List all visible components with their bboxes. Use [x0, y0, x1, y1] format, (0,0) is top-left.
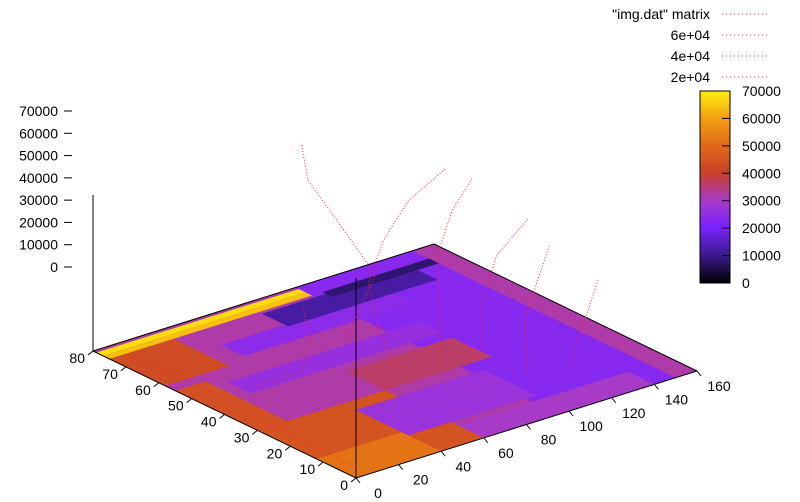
z-tick-label-7: 70000: [19, 103, 58, 119]
heatmap-region-3: [175, 381, 294, 434]
y-tick-mark-5: [186, 398, 192, 404]
x-tick-label-0: 0: [374, 485, 382, 501]
y-tick-mark-2: [284, 445, 291, 451]
colorbar-tick-label-3: 30000: [742, 193, 781, 209]
x-tick-mark-4: [526, 424, 531, 430]
x-tick-label-5: 100: [579, 418, 603, 434]
y-tick-mark-0: [350, 477, 357, 483]
y-tick-label-4: 40: [201, 414, 217, 430]
x-tick-mark-3: [483, 437, 489, 444]
heatmap-region-10: [221, 291, 415, 356]
y-tick-mark-6: [153, 382, 160, 388]
heatmap-region-4: [109, 338, 230, 386]
x-tick-mark-2: [440, 450, 446, 457]
y-tick-label-6: 60: [135, 382, 151, 398]
y-tick-label-3: 30: [234, 429, 250, 445]
y-tick-mark-8: [87, 350, 94, 356]
heatmap-region-13: [345, 337, 492, 391]
x-tick-label-8: 160: [707, 378, 731, 394]
x-tick-mark-1: [398, 464, 404, 470]
y-tick-label-7: 70: [102, 366, 118, 382]
colorbar-tick-label-0: 0: [742, 275, 750, 291]
y-tick-label-1: 10: [300, 461, 316, 477]
x-tick-mark-0: [355, 477, 361, 484]
legend-label-1: 6e+04: [671, 27, 711, 43]
heatmap-region-2: [316, 432, 442, 478]
heatmap-region-12: [322, 258, 439, 297]
back-x-edge: [92, 243, 435, 352]
back-y-edge: [433, 243, 698, 372]
y-tick-mark-7: [120, 366, 127, 372]
y-tick-mark-1: [317, 461, 324, 467]
x-tick-label-1: 20: [413, 472, 429, 488]
heatmap-region-14: [457, 371, 655, 438]
colorbar-tick-label-5: 50000: [742, 138, 781, 154]
legend-label-0: "img.dat" matrix: [612, 6, 710, 22]
x-tick-label-4: 80: [541, 432, 557, 448]
heatmap-region-11: [261, 266, 438, 327]
heatmap-region-8: [355, 369, 537, 436]
z-tick-label-5: 50000: [19, 148, 58, 164]
contour-line-7: [568, 278, 599, 367]
x-tick-label-2: 40: [455, 458, 471, 474]
colorbar-tick-label-4: 40000: [742, 165, 781, 181]
contour-line-4: [257, 305, 311, 387]
x-tick-label-3: 60: [498, 445, 514, 461]
y-tick-label-2: 20: [267, 445, 283, 461]
y-tick-label-5: 50: [168, 398, 184, 414]
contour-line-3: [481, 218, 529, 354]
contour-lines: [125, 142, 599, 468]
colorbar-tick-label-6: 60000: [742, 110, 781, 126]
heatmap-region-9: [227, 321, 443, 394]
y-tick-label-0: 0: [340, 477, 348, 493]
z-axis-ticks: 0 10000 20000 30000 40000 50000 60000 70000: [19, 103, 72, 275]
z-tick-label-0: 0: [50, 259, 58, 275]
contour-line-0: [300, 142, 377, 340]
y-tick-mark-3: [252, 429, 258, 435]
heatmap-surface: [93, 244, 697, 478]
z-tick-label-6: 60000: [19, 125, 58, 141]
x-tick-mark-6: [611, 397, 617, 404]
colorbar-gradient: [699, 90, 731, 284]
x-tick-label-6: 120: [622, 405, 646, 421]
y-axis-ticks: 0 10 20 30 40 50 60 70 80: [69, 350, 357, 493]
z-tick-label-3: 30000: [19, 192, 58, 208]
contour-line-2: [437, 177, 474, 358]
z-tick-label-1: 10000: [19, 237, 58, 253]
colorbar-tick-label-2: 20000: [742, 220, 781, 236]
contour-line-1: [368, 168, 446, 376]
x-tick-mark-7: [653, 384, 659, 390]
z-tick-label-2: 20000: [19, 214, 58, 230]
x-tick-mark-8: [696, 370, 702, 377]
y-tick-mark-4: [219, 414, 225, 419]
legend: "img.dat" matrix 6e+04 4e+04 2e+04: [612, 6, 770, 85]
contour-line-5: [524, 245, 550, 369]
y-tick-label-8: 80: [69, 350, 85, 366]
colorbar-tick-label-1: 10000: [742, 248, 781, 264]
x-tick-mark-5: [568, 410, 574, 417]
x-tick-label-7: 140: [665, 391, 689, 407]
z-tick-label-4: 40000: [19, 170, 58, 186]
contour-line-6: [125, 355, 357, 468]
x-axis-ticks: 0 20 40 60 80 100 120 140 160: [355, 370, 731, 501]
legend-label-2: 4e+04: [671, 48, 711, 64]
colorbar: 0 10000 20000 30000 40000 50000 60000 70000: [699, 83, 781, 291]
colorbar-tick-label-7: 70000: [742, 83, 781, 99]
legend-label-3: 2e+04: [671, 69, 711, 85]
